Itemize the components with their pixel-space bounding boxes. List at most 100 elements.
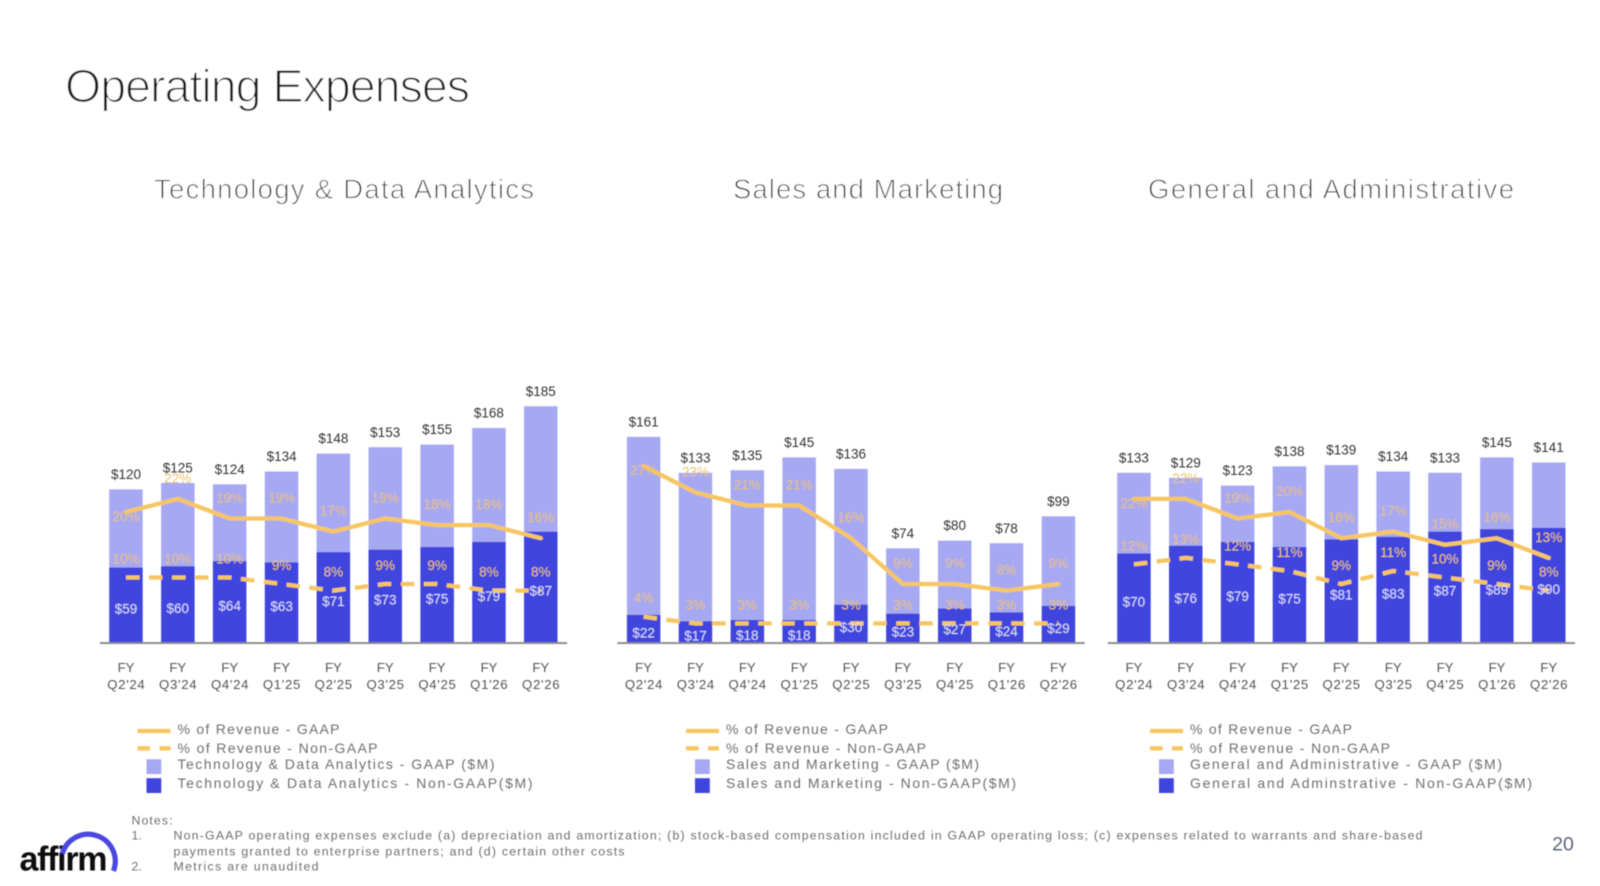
svg-text:12%: 12% (1224, 538, 1251, 553)
svg-text:$22: $22 (632, 625, 655, 640)
svg-text:9%: 9% (1332, 558, 1352, 573)
svg-text:FY: FY (791, 660, 808, 675)
svg-text:$63: $63 (270, 599, 293, 614)
svg-text:$89: $89 (1486, 583, 1509, 598)
svg-text:FY: FY (169, 660, 186, 675)
svg-text:$81: $81 (1330, 588, 1353, 603)
svg-text:$148: $148 (318, 431, 348, 446)
svg-text:$73: $73 (374, 593, 397, 608)
svg-text:15%: 15% (1431, 517, 1458, 532)
svg-text:FY: FY (687, 660, 704, 675)
svg-text:18%: 18% (424, 497, 451, 512)
svg-text:20%: 20% (1276, 484, 1303, 499)
svg-text:27%: 27% (630, 463, 657, 478)
svg-text:$59: $59 (115, 602, 138, 617)
svg-text:9%: 9% (375, 558, 395, 573)
svg-text:19%: 19% (372, 491, 399, 506)
svg-text:General and Administrative - G: General and Administrative - GAAP ($M) (1190, 756, 1502, 772)
svg-text:$27: $27 (943, 622, 966, 637)
svg-text:% of Revenue - GAAP: % of Revenue - GAAP (178, 721, 340, 737)
svg-text:19%: 19% (268, 491, 295, 506)
svg-text:FY: FY (635, 660, 652, 675)
svg-text:Q4'25: Q4'25 (418, 677, 456, 692)
svg-text:3%: 3% (789, 597, 809, 612)
svg-text:Q3'25: Q3'25 (366, 677, 404, 692)
svg-text:FY: FY (894, 660, 911, 675)
svg-text:16%: 16% (1328, 510, 1355, 525)
svg-text:$78: $78 (995, 521, 1018, 536)
svg-text:17%: 17% (1380, 504, 1407, 519)
svg-text:10%: 10% (216, 551, 243, 566)
svg-text:FY: FY (1050, 660, 1067, 675)
svg-text:Sales and Marketing - GAAP ($M: Sales and Marketing - GAAP ($M) (726, 756, 979, 772)
svg-text:22%: 22% (1172, 471, 1199, 486)
svg-text:20: 20 (1552, 834, 1574, 856)
svg-text:16%: 16% (1483, 510, 1510, 525)
svg-text:Q2'26: Q2'26 (522, 677, 560, 692)
svg-text:$76: $76 (1175, 591, 1198, 606)
svg-text:% of Revenue - Non-GAAP: % of Revenue - Non-GAAP (726, 740, 926, 756)
svg-text:22%: 22% (1120, 496, 1147, 511)
svg-text:3%: 3% (841, 597, 861, 612)
svg-text:8%: 8% (324, 565, 344, 580)
svg-text:Technology & Data Analytics -: Technology & Data Analytics - GAAP ($M) (178, 756, 495, 772)
svg-text:FY: FY (1488, 660, 1505, 675)
svg-text:$64: $64 (218, 599, 241, 614)
svg-text:23%: 23% (682, 464, 709, 479)
svg-text:$87: $87 (1434, 584, 1457, 599)
svg-text:Q2'24: Q2'24 (107, 677, 145, 692)
svg-text:Q3'24: Q3'24 (1167, 677, 1205, 692)
svg-text:$135: $135 (732, 448, 762, 463)
svg-text:$60: $60 (167, 601, 190, 616)
svg-text:2.: 2. (132, 859, 142, 873)
svg-text:$136: $136 (836, 447, 866, 462)
svg-text:$124: $124 (215, 462, 246, 477)
svg-text:9%: 9% (945, 556, 965, 571)
svg-text:$24: $24 (995, 624, 1018, 639)
svg-text:$30: $30 (840, 620, 863, 635)
svg-text:Q2'25: Q2'25 (832, 677, 870, 692)
svg-text:$75: $75 (1278, 591, 1301, 606)
svg-text:$83: $83 (1382, 586, 1405, 601)
svg-text:$79: $79 (478, 589, 501, 604)
svg-text:$123: $123 (1223, 463, 1253, 478)
svg-text:Q2'24: Q2'24 (1115, 677, 1153, 692)
svg-text:$75: $75 (426, 591, 449, 606)
svg-text:FY: FY (1385, 660, 1402, 675)
svg-text:13%: 13% (1172, 532, 1199, 547)
svg-text:$161: $161 (629, 415, 659, 430)
svg-text:$133: $133 (1430, 450, 1460, 465)
svg-text:Q3'24: Q3'24 (159, 677, 197, 692)
svg-text:11%: 11% (1380, 545, 1406, 560)
svg-text:Notes:: Notes: (132, 813, 173, 827)
svg-text:10%: 10% (1431, 551, 1458, 566)
svg-text:13%: 13% (1535, 530, 1562, 545)
svg-text:FY: FY (1229, 660, 1246, 675)
svg-text:Q1'26: Q1'26 (1478, 677, 1516, 692)
svg-text:FY: FY (429, 660, 446, 675)
svg-text:Metrics are unaudited: Metrics are unaudited (174, 859, 319, 873)
svg-text:19%: 19% (216, 491, 243, 506)
svg-text:FY: FY (739, 660, 756, 675)
svg-text:$134: $134 (1378, 449, 1409, 464)
svg-text:20%: 20% (112, 509, 139, 524)
svg-text:FY: FY (1540, 660, 1557, 675)
svg-text:$145: $145 (1482, 435, 1512, 450)
svg-text:$99: $99 (1047, 494, 1070, 509)
svg-text:$80: $80 (943, 518, 966, 533)
svg-text:$133: $133 (1119, 450, 1149, 465)
svg-text:Q4'24: Q4'24 (1219, 677, 1257, 692)
svg-text:19%: 19% (1224, 491, 1251, 506)
svg-text:22%: 22% (164, 471, 191, 486)
svg-text:Non-GAAP operating expenses ex: Non-GAAP operating expenses exclude (a) … (174, 829, 1423, 843)
svg-text:% of Revenue - GAAP: % of Revenue - GAAP (1190, 721, 1352, 737)
svg-text:$120: $120 (111, 467, 141, 482)
svg-text:Q2'24: Q2'24 (625, 677, 663, 692)
svg-text:Technology & Data Analytics: Technology & Data Analytics (154, 173, 534, 204)
svg-text:$145: $145 (784, 435, 814, 450)
svg-text:$18: $18 (788, 628, 811, 643)
svg-text:3%: 3% (686, 597, 706, 612)
svg-text:% of Revenue - Non-GAAP: % of Revenue - Non-GAAP (1190, 740, 1390, 756)
svg-text:21%: 21% (734, 477, 761, 492)
svg-text:9%: 9% (1487, 558, 1507, 573)
